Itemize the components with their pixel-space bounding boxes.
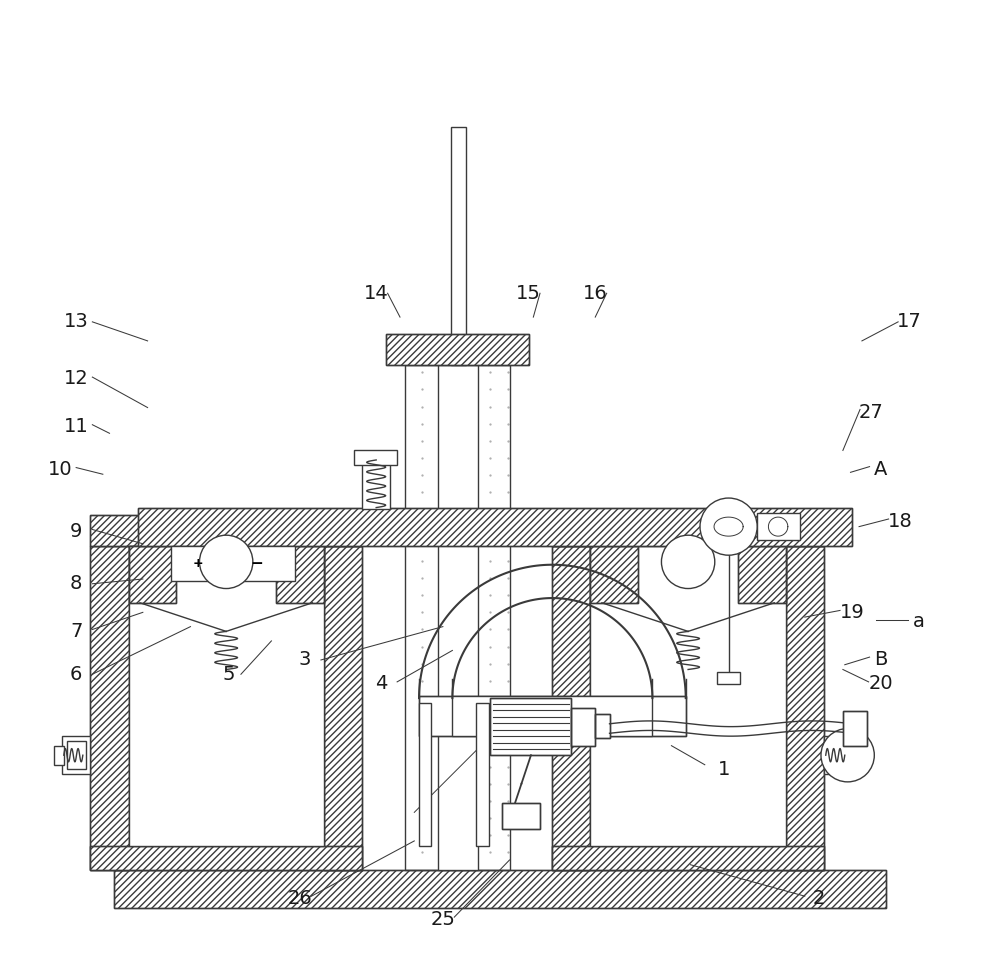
Bar bbox=[717, 673, 740, 684]
Bar bbox=[843, 712, 867, 745]
Text: 13: 13 bbox=[64, 312, 89, 331]
Bar bbox=[386, 334, 529, 365]
Text: 26: 26 bbox=[288, 889, 312, 907]
Text: 8: 8 bbox=[70, 574, 82, 593]
Bar bbox=[490, 698, 571, 755]
Bar bbox=[452, 696, 652, 736]
Text: 16: 16 bbox=[583, 284, 608, 303]
Circle shape bbox=[700, 498, 757, 556]
Bar bbox=[552, 846, 824, 870]
Bar bbox=[138, 508, 852, 546]
Bar bbox=[757, 513, 800, 540]
Bar bbox=[852, 745, 862, 764]
Bar bbox=[90, 515, 362, 546]
Text: 2: 2 bbox=[813, 889, 825, 907]
Text: a: a bbox=[913, 612, 925, 631]
Circle shape bbox=[200, 536, 253, 588]
Bar bbox=[129, 546, 176, 603]
Text: 11: 11 bbox=[64, 417, 89, 436]
Bar bbox=[502, 803, 540, 830]
Bar bbox=[843, 712, 867, 745]
Bar bbox=[324, 546, 362, 870]
Bar bbox=[90, 546, 129, 870]
Bar bbox=[552, 515, 824, 546]
Bar bbox=[405, 365, 510, 870]
Bar bbox=[419, 696, 686, 736]
Bar bbox=[419, 703, 431, 846]
Bar bbox=[590, 546, 786, 846]
Bar bbox=[90, 515, 362, 546]
Bar bbox=[386, 334, 529, 365]
Bar bbox=[552, 546, 590, 870]
Text: −: − bbox=[251, 556, 264, 571]
Bar bbox=[552, 515, 824, 546]
Text: 20: 20 bbox=[869, 674, 893, 694]
Bar bbox=[552, 546, 590, 870]
Bar bbox=[786, 546, 824, 870]
Circle shape bbox=[661, 536, 715, 588]
Bar bbox=[62, 736, 90, 774]
Text: 1: 1 bbox=[718, 760, 730, 779]
Bar bbox=[502, 803, 540, 830]
Text: 3: 3 bbox=[299, 650, 311, 670]
Bar bbox=[129, 546, 176, 603]
Text: 25: 25 bbox=[430, 909, 455, 928]
Text: 12: 12 bbox=[64, 370, 89, 389]
Bar bbox=[90, 846, 362, 870]
Text: B: B bbox=[874, 650, 888, 670]
Bar bbox=[571, 708, 595, 745]
Bar bbox=[362, 462, 390, 510]
Text: 7: 7 bbox=[70, 622, 82, 641]
Bar bbox=[590, 546, 638, 603]
Text: 15: 15 bbox=[516, 284, 541, 303]
Bar bbox=[54, 745, 64, 764]
Bar bbox=[824, 736, 852, 774]
Text: 27: 27 bbox=[859, 402, 884, 422]
Bar bbox=[595, 715, 610, 738]
Text: 9: 9 bbox=[70, 522, 82, 541]
Text: 10: 10 bbox=[48, 460, 72, 479]
Bar bbox=[171, 546, 295, 581]
Bar bbox=[276, 546, 324, 603]
Bar bbox=[829, 741, 848, 769]
Bar bbox=[67, 741, 86, 769]
Bar bbox=[590, 546, 638, 603]
Bar bbox=[354, 450, 397, 465]
Bar bbox=[738, 546, 786, 603]
Circle shape bbox=[821, 728, 874, 782]
Bar bbox=[114, 870, 886, 907]
Bar bbox=[138, 508, 852, 546]
Text: 19: 19 bbox=[840, 603, 865, 622]
Bar bbox=[276, 546, 324, 603]
Bar bbox=[595, 715, 610, 738]
Bar bbox=[738, 546, 786, 603]
Bar bbox=[451, 126, 466, 365]
Bar bbox=[90, 846, 362, 870]
Bar bbox=[786, 546, 824, 870]
Text: 14: 14 bbox=[364, 284, 389, 303]
Text: 6: 6 bbox=[70, 665, 82, 684]
Text: 5: 5 bbox=[222, 665, 235, 684]
Bar bbox=[324, 546, 362, 870]
Bar bbox=[490, 698, 571, 755]
Bar bbox=[571, 708, 595, 745]
Bar bbox=[419, 696, 686, 736]
Bar bbox=[129, 546, 324, 846]
Text: 4: 4 bbox=[375, 674, 387, 694]
Text: 18: 18 bbox=[888, 513, 912, 532]
Bar bbox=[114, 870, 886, 907]
Bar bbox=[476, 703, 489, 846]
Text: +: + bbox=[193, 557, 203, 570]
Text: A: A bbox=[874, 460, 888, 479]
Bar bbox=[90, 546, 129, 870]
Bar bbox=[438, 365, 478, 870]
Text: 17: 17 bbox=[897, 312, 922, 331]
Bar bbox=[552, 846, 824, 870]
